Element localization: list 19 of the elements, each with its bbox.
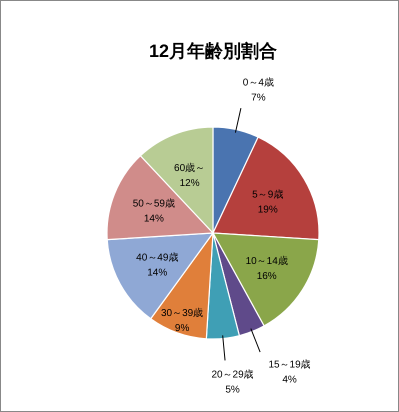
chart-title: 12月年齢別割合 xyxy=(148,41,278,61)
data-label: 19% xyxy=(258,204,278,216)
data-label: 14% xyxy=(147,268,168,279)
data-label: 4% xyxy=(282,374,297,386)
slice-label: 15～19歳 xyxy=(268,358,311,371)
slice-label: 50～59歳 xyxy=(132,198,175,210)
data-label: 16% xyxy=(256,271,277,282)
slice-label: 10～14歳 xyxy=(246,255,288,268)
slice-label: 60歳～ xyxy=(174,162,206,174)
data-label: 5% xyxy=(225,384,240,396)
slice-label: 40～49歳 xyxy=(136,252,178,264)
slice-label: 20～29歳 xyxy=(211,368,254,380)
data-label: 14% xyxy=(144,214,164,225)
data-label: 7% xyxy=(251,92,266,104)
slice-label: 0～4歳 xyxy=(242,76,274,89)
slice-label: 30～39歳 xyxy=(160,306,204,319)
slice-label: 5～9歳 xyxy=(252,188,284,201)
data-label: 12% xyxy=(180,178,200,189)
data-label: 9% xyxy=(174,322,190,334)
